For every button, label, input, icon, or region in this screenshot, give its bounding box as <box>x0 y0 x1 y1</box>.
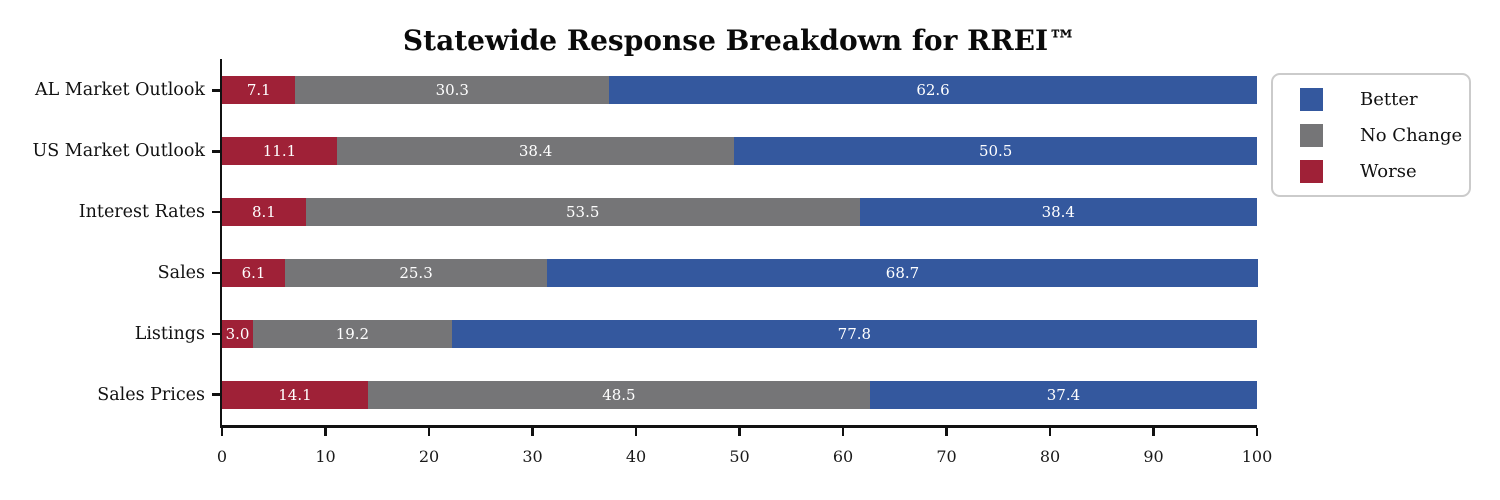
category-label: Sales Prices <box>97 384 205 405</box>
x-tick <box>1152 427 1155 436</box>
y-axis-spine <box>219 59 222 428</box>
x-tick <box>427 427 431 436</box>
x-tick <box>531 427 534 436</box>
y-tick <box>211 210 220 214</box>
category-label: US Market Outlook <box>32 141 206 162</box>
legend-entry-worse: Worse <box>1273 159 1469 183</box>
x-tick-label: 70 <box>936 447 957 466</box>
x-tick-label: 10 <box>315 447 336 466</box>
bar-segment-no-change: 53.5 <box>305 198 860 227</box>
bar-value-label: 37.4 <box>1046 385 1081 404</box>
x-tick <box>738 427 741 436</box>
x-tick <box>1048 427 1052 436</box>
x-tick <box>945 427 948 436</box>
category-label: Listings <box>134 323 205 344</box>
bar-value-label: 3.0 <box>225 324 250 343</box>
legend-entry-better: Better <box>1273 87 1469 111</box>
bar-segment-better: 37.4 <box>869 380 1257 409</box>
bar-segment-no-change: 25.3 <box>285 258 547 287</box>
x-axis-spine <box>219 425 1257 428</box>
bar-segment-no-change: 48.5 <box>367 380 870 409</box>
x-tick-label: 30 <box>522 447 543 466</box>
bar-value-label: 25.3 <box>399 263 433 282</box>
bar-segment-better: 77.8 <box>451 319 1257 348</box>
x-tick-label: 60 <box>832 447 854 466</box>
y-tick <box>211 150 220 153</box>
y-tick <box>211 89 220 92</box>
x-tick-label: 20 <box>418 447 440 466</box>
x-tick <box>1255 427 1259 436</box>
category-label: AL Market Outlook <box>34 80 205 101</box>
bar-value-label: 50.5 <box>978 142 1013 161</box>
legend-label: No Change <box>1360 124 1463 146</box>
bar-segment-no-change: 38.4 <box>336 137 735 166</box>
x-tick-label: 0 <box>216 447 228 466</box>
bar-segment-better: 38.4 <box>859 198 1257 227</box>
bar-value-label: 6.1 <box>241 263 266 282</box>
bar-value-label: 11.1 <box>262 142 297 161</box>
bar-segment-worse: 8.1 <box>222 198 306 227</box>
x-tick-label: 40 <box>625 447 647 466</box>
legend: Better No Change Worse <box>1271 73 1471 197</box>
x-tick <box>634 427 638 436</box>
legend-swatch-icon <box>1300 123 1323 147</box>
legend-label: Better <box>1360 88 1418 110</box>
x-tick-label: 50 <box>729 447 750 466</box>
y-tick <box>211 332 220 335</box>
bar-segment-no-change: 19.2 <box>253 319 452 348</box>
bar-segment-better: 68.7 <box>546 258 1259 287</box>
bar-segment-better: 62.6 <box>609 76 1257 105</box>
bar-value-label: 38.4 <box>518 142 553 161</box>
bar-segment-better: 50.5 <box>734 137 1257 166</box>
bar-value-label: 38.4 <box>1041 203 1075 222</box>
x-tick-label: 100 <box>1241 447 1273 466</box>
legend-swatch-icon <box>1300 87 1323 111</box>
y-tick <box>211 271 220 275</box>
y-tick <box>211 393 220 396</box>
legend-swatch-icon <box>1300 159 1323 183</box>
legend-entry-no-change: No Change <box>1273 123 1469 147</box>
bar-value-label: 14.1 <box>278 385 312 404</box>
bar-segment-worse: 7.1 <box>222 76 296 105</box>
bar-value-label: 7.1 <box>246 81 271 100</box>
x-tick <box>841 427 845 436</box>
bar-segment-worse: 11.1 <box>222 137 337 166</box>
chart-title: Statewide Response Breakdown for RREI™ <box>402 24 1077 57</box>
bar-value-label: 77.8 <box>837 324 872 343</box>
bar-segment-worse: 14.1 <box>222 380 368 409</box>
bar-value-label: 48.5 <box>602 385 636 404</box>
bar-segment-no-change: 30.3 <box>295 76 610 105</box>
category-label: Interest Rates <box>78 202 205 223</box>
category-label: Sales <box>157 262 205 283</box>
x-tick-label: 90 <box>1143 447 1164 466</box>
x-tick-label: 80 <box>1039 447 1061 466</box>
bar-value-label: 19.2 <box>335 324 370 343</box>
bar-value-label: 53.5 <box>565 203 600 222</box>
bar-value-label: 68.7 <box>885 263 920 282</box>
bar-value-label: 30.3 <box>435 81 469 100</box>
bar-segment-worse: 6.1 <box>222 258 286 287</box>
legend-label: Worse <box>1360 160 1417 182</box>
bar-value-label: 8.1 <box>251 203 276 222</box>
bar-value-label: 62.6 <box>916 81 950 100</box>
x-tick <box>220 427 224 436</box>
bar-segment-worse: 3.0 <box>222 319 254 348</box>
x-tick <box>324 427 327 436</box>
